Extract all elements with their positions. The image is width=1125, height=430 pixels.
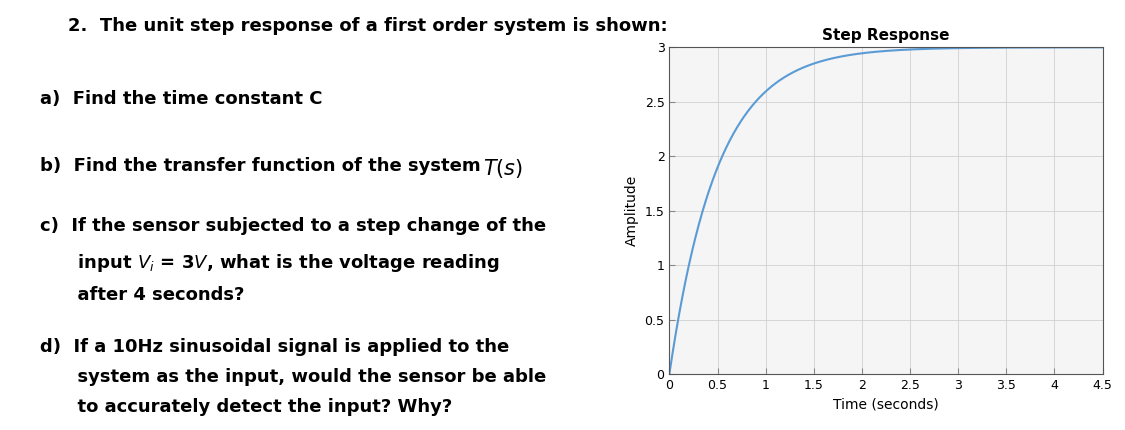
Text: d)  If a 10Hz sinusoidal signal is applied to the: d) If a 10Hz sinusoidal signal is applie… bbox=[40, 338, 510, 356]
Text: 2.  The unit step response of a first order system is shown:: 2. The unit step response of a first ord… bbox=[68, 17, 667, 35]
Text: input $\mathbf{\mathit{V}}_{\mathit{i}}$ = 3$\mathbf{\mathit{V}}$, what is the v: input $\mathbf{\mathit{V}}_{\mathit{i}}$… bbox=[40, 252, 500, 273]
Text: to accurately detect the input? Why?: to accurately detect the input? Why? bbox=[40, 398, 452, 416]
Text: $\mathbf{\mathit{T}}(\mathbf{\mathit{s}})$: $\mathbf{\mathit{T}}(\mathbf{\mathit{s}}… bbox=[483, 157, 523, 180]
Text: system as the input, would the sensor be able: system as the input, would the sensor be… bbox=[40, 368, 547, 386]
Text: after 4 seconds?: after 4 seconds? bbox=[40, 286, 245, 304]
X-axis label: Time (seconds): Time (seconds) bbox=[832, 397, 938, 412]
Title: Step Response: Step Response bbox=[822, 28, 950, 43]
Text: b)  Find the transfer function of the system: b) Find the transfer function of the sys… bbox=[40, 157, 487, 175]
Text: a)  Find the time constant C: a) Find the time constant C bbox=[40, 90, 323, 108]
Y-axis label: Amplitude: Amplitude bbox=[626, 175, 639, 246]
Text: c)  If the sensor subjected to a step change of the: c) If the sensor subjected to a step cha… bbox=[40, 217, 547, 235]
